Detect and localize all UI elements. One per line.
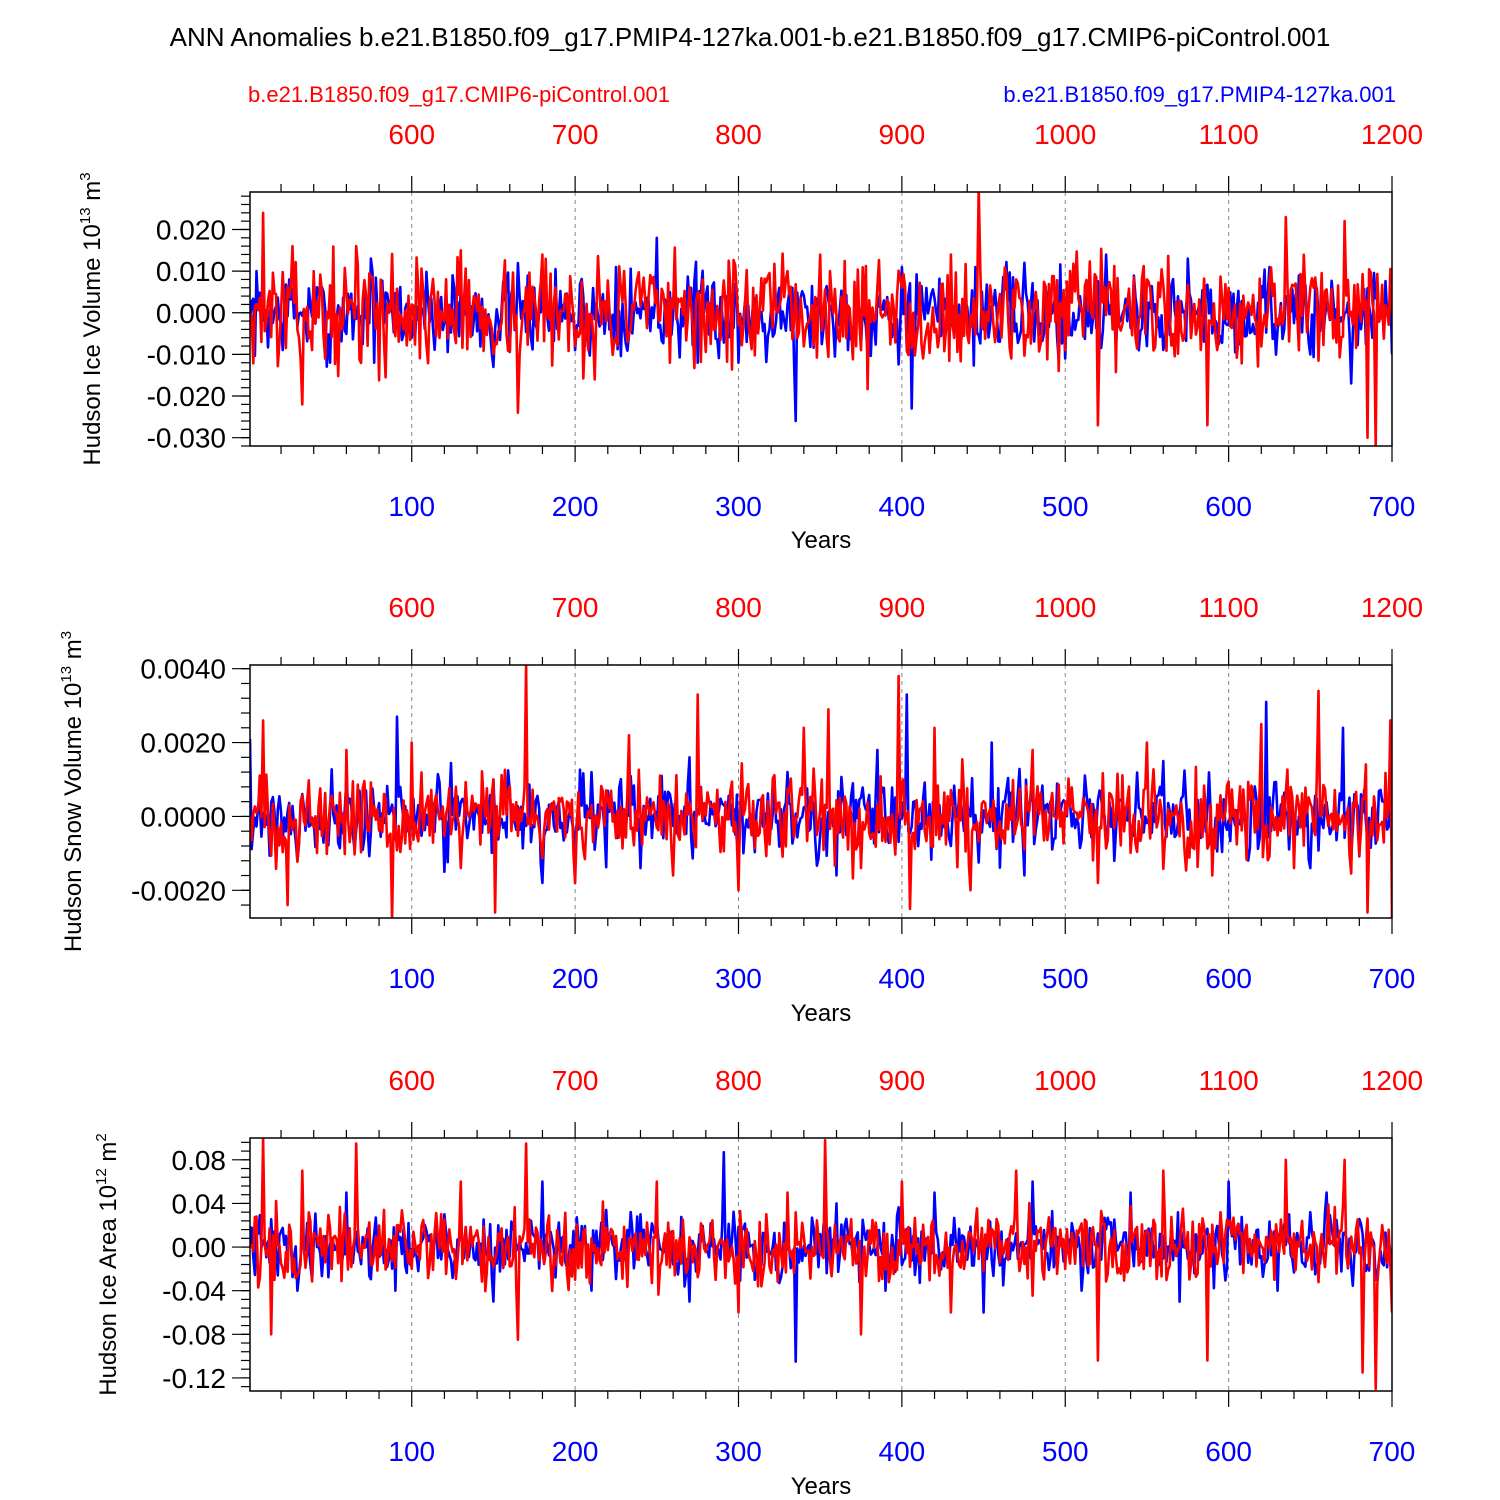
x-top-tick-label: 1100 [1199, 592, 1259, 623]
y-tick-label: -0.030 [147, 423, 226, 454]
y-axis-title: Hudson Ice Volume 1013 m3 [77, 172, 106, 465]
y-tick-label: 0.0040 [140, 654, 226, 685]
series-control-line [250, 665, 1392, 918]
legend-control: b.e21.B1850.f09_g17.CMIP6-piControl.001 [248, 82, 670, 107]
y-axis-title-unit-exponent: 2 [93, 1133, 110, 1141]
x-bottom-tick-label: 500 [1042, 1436, 1089, 1467]
x-top-tick-label: 800 [715, 592, 762, 623]
x-top-tick-label: 800 [715, 1065, 762, 1096]
x-bottom-tick-label: 300 [715, 963, 762, 994]
x-top-tick-label: 800 [715, 119, 762, 150]
x-top-tick-label: 600 [388, 119, 435, 150]
panel-snow-volume: 0.0040 0.0020 0.0000 -0.0020 100 200 300 400 500… [58, 592, 1423, 1027]
x-top-tick-label: 600 [388, 1065, 435, 1096]
series-control-line [250, 192, 1392, 446]
x-top-tick-label: 700 [552, 1065, 599, 1096]
x-bottom-tick-label: 500 [1042, 491, 1089, 522]
x-bottom-tick-label: 300 [715, 1436, 762, 1467]
panels: 0.020 0.010 0.000 -0.010 -0.020 -0.030 100 200 3… [58, 119, 1423, 1500]
plot-frame [249, 191, 1393, 447]
x-bottom-tick-label: 700 [1369, 1436, 1416, 1467]
x-bottom-tick-label: 700 [1369, 491, 1416, 522]
x-bottom-tick-label: 200 [552, 963, 599, 994]
y-tick-label: -0.020 [147, 381, 226, 412]
x-top-tick-label: 1000 [1034, 119, 1096, 150]
y-tick-label: 0.08 [172, 1145, 227, 1176]
x-top-tick-label: 900 [879, 1065, 926, 1096]
y-tick-label: 0.0020 [140, 728, 226, 759]
y-axis-title: Hudson Ice Area 1012 m2 [93, 1133, 122, 1396]
y-tick-label: 0.0000 [140, 801, 226, 832]
x-bottom-tick-label: 100 [388, 1436, 435, 1467]
x-bottom-tick-label: 700 [1369, 963, 1416, 994]
y-tick-label: 0.020 [156, 214, 226, 245]
y-tick-label: -0.08 [162, 1319, 226, 1350]
plot-frame [249, 1137, 1393, 1392]
x-bottom-tick-label: 500 [1042, 963, 1089, 994]
y-axis-title-unit: m [60, 639, 87, 666]
x-top-tick-label: 600 [388, 592, 435, 623]
x-top-tick-label: 700 [552, 119, 599, 150]
y-axis-title-main: Hudson Ice Volume 10 [79, 224, 106, 466]
x-bottom-tick-label: 100 [388, 963, 435, 994]
series-control-line [250, 1138, 1392, 1391]
y-tick-label: 0.00 [172, 1232, 227, 1263]
x-axis-title: Years [791, 1000, 852, 1027]
y-axis-title-exponent: 12 [93, 1168, 110, 1185]
y-tick-label: 0.010 [156, 256, 226, 287]
y-tick-label: 0.000 [156, 298, 226, 329]
y-tick-label: 0.04 [172, 1188, 227, 1219]
x-bottom-tick-label: 400 [879, 963, 926, 994]
x-bottom-tick-label: 400 [879, 491, 926, 522]
panel-ice-area: 0.08 0.04 0.00 -0.04 -0.08 -0.12 100 200 300 400 5… [93, 1065, 1423, 1500]
x-bottom-tick-label: 200 [552, 491, 599, 522]
y-axis-title-exponent: 13 [58, 666, 75, 683]
x-top-tick-label: 700 [552, 592, 599, 623]
x-bottom-tick-label: 400 [879, 1436, 926, 1467]
x-top-tick-label: 1000 [1034, 592, 1096, 623]
x-top-tick-label: 1200 [1361, 119, 1423, 150]
x-bottom-tick-label: 600 [1205, 963, 1252, 994]
x-bottom-tick-label: 600 [1205, 1436, 1252, 1467]
x-top-tick-label: 1100 [1199, 119, 1259, 150]
plot-frame [249, 664, 1393, 919]
y-axis-title-main: Hudson Snow Volume 10 [60, 683, 87, 953]
x-bottom-tick-label: 600 [1205, 491, 1252, 522]
x-top-tick-label: 1200 [1361, 592, 1423, 623]
y-axis-title-unit-exponent: 3 [77, 172, 94, 180]
x-axis-title: Years [791, 527, 852, 554]
y-tick-label: -0.04 [162, 1276, 226, 1307]
y-axis-title: Hudson Snow Volume 1013 m3 [58, 631, 87, 952]
legend-experiment: b.e21.B1850.f09_g17.PMIP4-127ka.001 [1003, 82, 1396, 107]
x-bottom-tick-label: 300 [715, 491, 762, 522]
panel-ice-volume: 0.020 0.010 0.000 -0.010 -0.020 -0.030 100 200 3… [77, 119, 1423, 554]
y-tick-label: -0.010 [147, 339, 226, 370]
x-bottom-tick-label: 100 [388, 491, 435, 522]
y-tick-label: -0.12 [162, 1363, 226, 1394]
x-top-tick-label: 1200 [1361, 1065, 1423, 1096]
y-tick-label: -0.0020 [131, 875, 226, 906]
figure-title: ANN Anomalies b.e21.B1850.f09_g17.PMIP4-… [170, 22, 1331, 52]
x-top-tick-label: 900 [879, 119, 926, 150]
x-axis-title: Years [791, 1473, 852, 1500]
y-axis-title-unit-exponent: 3 [58, 631, 75, 639]
y-axis-title-exponent: 13 [77, 207, 94, 224]
y-axis-title-unit: m [79, 181, 106, 208]
x-bottom-tick-label: 200 [552, 1436, 599, 1467]
x-top-tick-label: 1000 [1034, 1065, 1096, 1096]
x-top-tick-label: 1100 [1199, 1065, 1259, 1096]
y-axis-title-main: Hudson Ice Area 10 [95, 1185, 122, 1396]
x-top-tick-label: 900 [879, 592, 926, 623]
y-axis-title-unit: m [95, 1142, 122, 1169]
